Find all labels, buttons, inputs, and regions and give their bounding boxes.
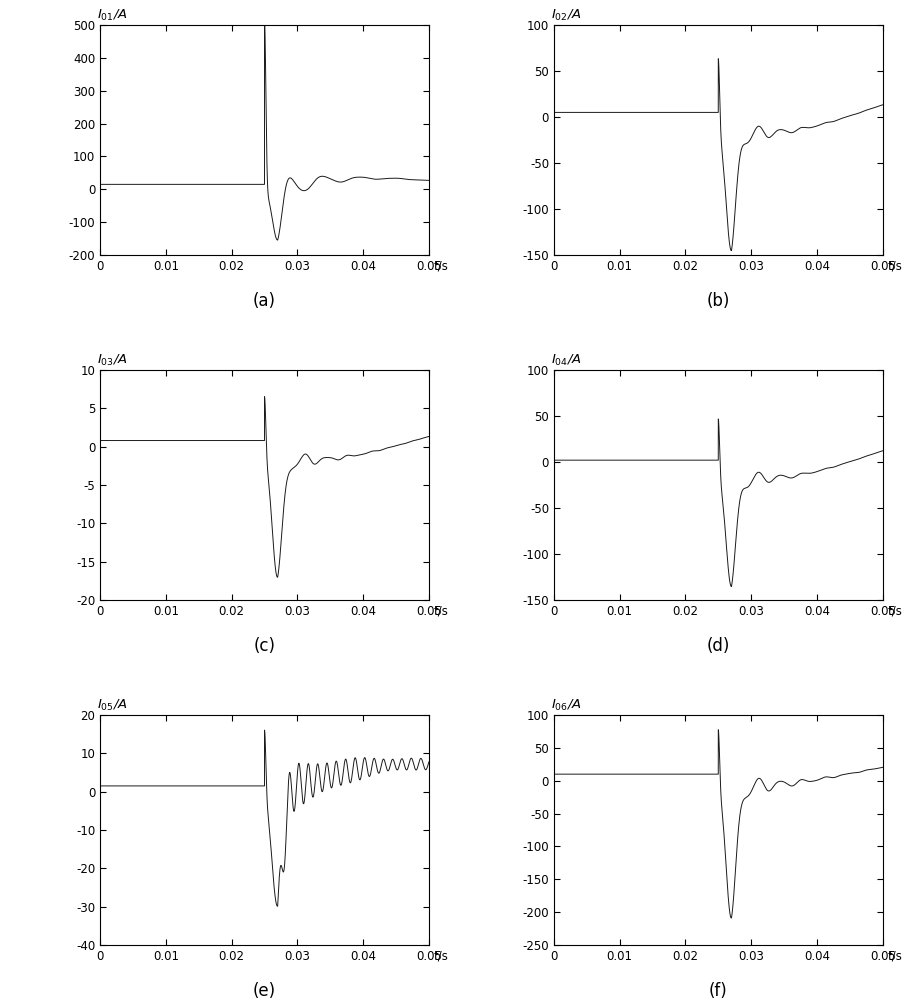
Text: (a): (a) [253,292,276,310]
Text: t/s: t/s [434,950,449,963]
Text: (c): (c) [254,637,276,655]
Text: $I_{04}$/A: $I_{04}$/A [0,999,1,1000]
Text: (b): (b) [706,292,730,310]
Text: (a): (a) [0,999,1,1000]
Text: (f): (f) [709,982,728,1000]
Text: t/s: t/s [0,999,1,1000]
Text: t/s: t/s [887,260,903,273]
Text: t/s: t/s [0,999,1,1000]
Text: t/s: t/s [434,260,449,273]
Text: $I_{05}$/A: $I_{05}$/A [0,999,1,1000]
Text: $I_{06}$/A: $I_{06}$/A [0,999,1,1000]
Text: (c): (c) [0,999,1,1000]
Text: t/s: t/s [434,605,449,618]
Text: $I_{05}$/A: $I_{05}$/A [96,698,127,713]
Text: t/s: t/s [0,999,1,1000]
Text: (b): (b) [0,999,1,1000]
Text: $I_{03}$/A: $I_{03}$/A [96,353,127,368]
Text: (e): (e) [253,982,276,1000]
Text: $I_{06}$/A: $I_{06}$/A [551,698,581,713]
Text: (e): (e) [0,999,1,1000]
Text: t/s: t/s [0,999,1,1000]
Text: $I_{02}$/A: $I_{02}$/A [551,8,581,23]
Text: t/s: t/s [887,950,903,963]
Text: t/s: t/s [887,605,903,618]
Text: $I_{04}$/A: $I_{04}$/A [551,353,581,368]
Text: (d): (d) [0,999,1,1000]
Text: t/s: t/s [0,999,1,1000]
Text: $I_{03}$/A: $I_{03}$/A [0,999,1,1000]
Text: t/s: t/s [0,999,1,1000]
Text: (d): (d) [706,637,730,655]
Text: $I_{01}$/A: $I_{01}$/A [96,8,127,23]
Text: (f): (f) [0,999,1,1000]
Text: $I_{02}$/A: $I_{02}$/A [0,999,1,1000]
Text: $I_{01}$/A: $I_{01}$/A [0,999,1,1000]
